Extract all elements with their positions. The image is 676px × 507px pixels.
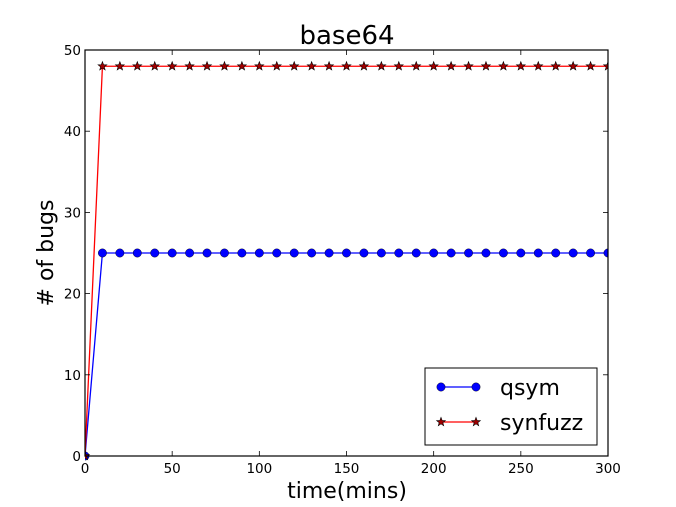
legend-marker bbox=[471, 382, 481, 392]
synfuzz-marker bbox=[323, 60, 335, 71]
qsym-marker bbox=[342, 248, 351, 258]
synfuzz-marker bbox=[602, 60, 608, 71]
qsym-marker bbox=[446, 248, 456, 258]
synfuzz-marker bbox=[289, 60, 300, 71]
legend-marker bbox=[436, 382, 446, 392]
y-axis-label: # of bugs bbox=[34, 200, 59, 307]
synfuzz-marker bbox=[498, 60, 509, 71]
qsym-marker bbox=[324, 248, 334, 258]
qsym-marker bbox=[272, 248, 282, 258]
y-tick-label: 10 bbox=[64, 368, 81, 384]
legend-marker bbox=[470, 416, 482, 427]
synfuzz-marker bbox=[201, 60, 213, 71]
qsym-marker bbox=[376, 248, 386, 258]
synfuzz-marker bbox=[219, 60, 230, 71]
synfuzz-marker bbox=[271, 60, 282, 71]
y-tick-label: 30 bbox=[64, 205, 81, 221]
qsym-marker bbox=[150, 248, 160, 258]
y-tick-label: 20 bbox=[64, 287, 81, 303]
synfuzz-marker bbox=[166, 60, 178, 71]
synfuzz-marker bbox=[341, 60, 352, 71]
qsym-marker bbox=[464, 248, 473, 258]
synfuzz-marker bbox=[376, 60, 387, 71]
synfuzz-marker bbox=[515, 60, 527, 71]
y-axis-ticks: 0 10 20 30 40 50 bbox=[64, 43, 608, 465]
legend-label: synfuzz bbox=[500, 411, 583, 436]
qsym-marker bbox=[254, 248, 264, 258]
synfuzz-marker bbox=[533, 60, 544, 71]
synfuzz-marker bbox=[149, 60, 160, 71]
synfuzz-marker bbox=[411, 60, 422, 71]
x-axis-ticks: 0 50 100 150 200 250 300 bbox=[81, 50, 621, 477]
qsym-marker bbox=[185, 248, 195, 258]
synfuzz-marker bbox=[114, 60, 126, 71]
x-tick-label: 0 bbox=[81, 461, 90, 477]
chart-title: base64 bbox=[299, 21, 394, 51]
y-tick-label: 50 bbox=[64, 43, 81, 59]
qsym-marker bbox=[394, 248, 404, 258]
legend-label: qsym bbox=[500, 376, 560, 401]
synfuzz-marker bbox=[445, 60, 457, 71]
synfuzz-marker bbox=[358, 60, 370, 71]
qsym-marker bbox=[167, 248, 177, 258]
qsym-marker bbox=[115, 248, 125, 258]
legend-marker bbox=[435, 416, 447, 427]
synfuzz-marker bbox=[567, 60, 579, 71]
synfuzz-marker bbox=[393, 60, 404, 71]
synfuzz-marker bbox=[463, 60, 474, 71]
qsym-marker bbox=[586, 248, 595, 258]
qsym-marker bbox=[220, 248, 229, 258]
y-tick-label: 0 bbox=[72, 449, 81, 465]
qsym-marker bbox=[359, 248, 369, 258]
synfuzz-marker bbox=[480, 60, 492, 71]
qsym-marker bbox=[132, 248, 142, 258]
synfuzz-marker bbox=[550, 60, 561, 71]
x-tick-label: 100 bbox=[246, 461, 272, 477]
qsym-marker bbox=[98, 248, 107, 258]
synfuzz-marker bbox=[97, 60, 108, 71]
legend-entry-qsym: qsym bbox=[436, 376, 560, 401]
synfuzz-marker bbox=[184, 60, 195, 71]
qsym-marker bbox=[307, 248, 317, 258]
plot-area bbox=[84, 49, 609, 461]
qsym-marker bbox=[202, 248, 212, 258]
qsym-marker bbox=[516, 248, 526, 258]
qsym-marker bbox=[551, 248, 561, 258]
x-tick-label: 150 bbox=[334, 461, 360, 477]
synfuzz-marker bbox=[254, 60, 265, 71]
qsym-marker bbox=[533, 248, 543, 258]
qsym-marker bbox=[481, 248, 491, 258]
x-tick-label: 300 bbox=[595, 461, 621, 477]
x-tick-label: 200 bbox=[421, 461, 447, 477]
synfuzz-marker bbox=[428, 60, 439, 71]
qsym-marker bbox=[568, 248, 578, 258]
x-axis-label: time(mins) bbox=[287, 479, 407, 504]
qsym-marker bbox=[411, 248, 421, 258]
synfuzz-marker bbox=[585, 60, 596, 71]
x-tick-label: 250 bbox=[508, 461, 534, 477]
qsym-marker bbox=[498, 248, 508, 258]
qsym-marker bbox=[429, 248, 439, 258]
qsym-marker bbox=[237, 248, 247, 258]
synfuzz-marker bbox=[132, 60, 143, 71]
x-tick-label: 50 bbox=[164, 461, 181, 477]
legend: qsym synfuzz bbox=[424, 367, 598, 446]
synfuzz-marker bbox=[236, 60, 248, 71]
legend-entry-synfuzz: synfuzz bbox=[435, 411, 583, 436]
legend-box bbox=[424, 367, 598, 446]
y-tick-label: 40 bbox=[64, 124, 81, 140]
qsym-marker bbox=[289, 248, 299, 258]
synfuzz-marker bbox=[306, 60, 317, 71]
